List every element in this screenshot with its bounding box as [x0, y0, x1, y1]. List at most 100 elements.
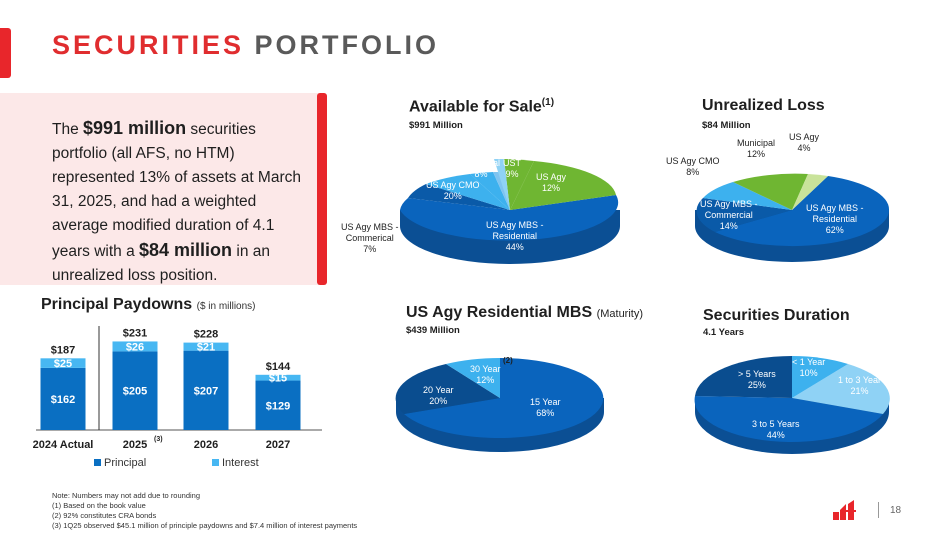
bar-interest [255, 374, 301, 381]
afs-slice-municipal [493, 171, 510, 210]
interest-data-label: $21 [197, 342, 215, 354]
legend-interest-swatch [212, 459, 219, 466]
paydowns-title: Principal Paydowns ($ in millions) [41, 296, 256, 314]
rmbs-title: US Agy Residential MBS (Maturity) [406, 304, 643, 322]
summary-part2: securities portfolio (all AFS, no HTM) r… [52, 121, 301, 260]
afs-label-residential: US Agy MBS - Residential 44% [486, 220, 544, 252]
unrealized-label-residential: US Agy MBS - Residential 62% [806, 203, 864, 235]
total-data-label: $144 [266, 361, 291, 373]
duration-label-lt1: < 1 Year 10% [792, 357, 826, 378]
duration-slice-gt5 [695, 355, 792, 398]
page-title: SECURITIES PORTFOLIO [52, 30, 439, 61]
unrealized-slice-usagy [792, 174, 828, 210]
summary-box [0, 93, 320, 285]
footnote: Note: Numbers may not add due to roundin… [52, 491, 201, 500]
afs-slice-residential [400, 195, 619, 241]
rmbs-label-20yr: 20 Year 20% [423, 385, 454, 406]
unrealized-label-municipal: Municipal 12% [737, 138, 776, 159]
footnote: (1) Based on the book value [52, 501, 146, 510]
summary-accent-bar [317, 93, 327, 285]
legend-interest-label: Interest [222, 457, 259, 469]
page-number: 18 [890, 505, 902, 516]
total-data-label: $228 [194, 329, 218, 341]
duration-slice-3to5 [694, 396, 883, 442]
afs-label-commercial: US Agy MBS - Commerical 7% [341, 222, 399, 254]
unrealized-slice-residential [715, 176, 890, 247]
summary-text: The $991 million securities portfolio (a… [52, 116, 314, 288]
rmbs-slice-30yr [446, 358, 500, 398]
summary-part1: The [52, 121, 84, 138]
title-accent-tab [0, 28, 11, 78]
bar-principal [183, 350, 229, 430]
bar-principal [255, 380, 301, 430]
x-tick-label: 2026 [194, 439, 218, 451]
footnote: (3) 1Q25 observed $45.1 million of princ… [52, 521, 358, 530]
unrealized-label-commercial: US Agy MBS - Commercial 14% [700, 199, 758, 231]
afs-slice-usagy [510, 161, 616, 210]
x-tick-label: 2024 Actual [33, 439, 94, 451]
afs-title-text: Available for Sale [409, 98, 542, 116]
footnote: (2) 92% constitutes CRA bonds [52, 511, 157, 520]
unrealized-slice-municipal [733, 173, 808, 210]
afs-title: Available for Sale(1) [409, 97, 554, 116]
interest-data-label: $15 [269, 373, 287, 385]
legend-principal-swatch [94, 459, 101, 466]
afs-subtitle: $991 Million [409, 120, 463, 131]
bar-interest [183, 342, 229, 351]
unrealized-label-cmo: US Agy CMO 8% [666, 156, 720, 177]
legend-principal-label: Principal [104, 457, 146, 469]
paydowns-chart: $162 $25 $187 2024 Actual $205 $26 $231 2025 (3)… [33, 326, 322, 469]
principal-data-label: $162 [51, 394, 75, 406]
footnotes: Note: Numbers may not add due to roundin… [52, 491, 357, 531]
afs-label-municipal: Municipal 8% [462, 158, 501, 179]
page-title-part1: SECURITIES [52, 30, 245, 60]
duration-label-1to3: 1 to 3 Year 21% [838, 375, 882, 396]
rmbs-label-30yr: 30 Year 12% [470, 364, 501, 385]
summary-part3: in an unrealized loss position. [52, 243, 270, 284]
bar-principal [112, 351, 158, 430]
duration-slice-lt1 [792, 356, 848, 398]
principal-data-label: $207 [194, 385, 218, 397]
rmbs-note-marker: (2) [503, 356, 513, 365]
duration-subtitle: 4.1 Years [703, 327, 745, 338]
principal-data-label: $129 [266, 400, 290, 412]
afs-label-cmo: US Agy CMO 20% [426, 180, 480, 201]
paydowns-title-text: Principal Paydowns [41, 296, 193, 313]
rmbs-slice-15yr [404, 358, 604, 438]
unrealized-label-usagy: US Agy 4% [789, 132, 820, 153]
afs-title-sup: (1) [541, 97, 555, 108]
unrealized-slice-cmo [703, 182, 792, 210]
unrealized-slice-commercial [696, 198, 792, 232]
unrealized-subtitle: $84 Million [702, 120, 751, 131]
afs-slice-cmo [426, 174, 510, 210]
duration-title: Securities Duration [703, 307, 850, 324]
rmbs-qualifier: (Maturity) [596, 308, 644, 320]
afs-pie [400, 158, 620, 264]
paydowns-unit: ($ in millions) [196, 301, 256, 312]
afs-slice-commercial [408, 184, 510, 210]
rmbs-pie [395, 358, 604, 452]
summary-loss: $84 million [139, 240, 233, 260]
unrealized-title: Unrealized Loss [702, 97, 825, 114]
principal-data-label: $205 [123, 386, 147, 398]
total-data-label: $231 [123, 327, 147, 339]
page-number-separator [878, 502, 879, 518]
bar-interest [112, 341, 158, 352]
rmbs-slice-20yr [395, 364, 500, 414]
x-tick-label: 2025 [123, 439, 147, 451]
afs-label-usagy: US Agy 12% [536, 172, 567, 193]
x-tick-note: (3) [154, 436, 163, 443]
duration-slice-1to3 [792, 364, 890, 414]
interest-data-label: $25 [54, 358, 72, 370]
interest-data-label: $26 [126, 341, 144, 353]
company-logo [833, 500, 856, 520]
summary-total: $991 million [83, 118, 187, 138]
x-tick-label: 2027 [266, 439, 290, 451]
page-title-part2: PORTFOLIO [254, 30, 440, 60]
afs-label-ust: UST 9% [503, 158, 521, 179]
rmbs-title-text: US Agy Residential MBS [406, 304, 593, 321]
bar-interest [40, 358, 86, 368]
unrealized-pie [695, 173, 890, 262]
rmbs-subtitle: $439 Million [406, 325, 460, 336]
afs-slice-ust [504, 159, 534, 210]
